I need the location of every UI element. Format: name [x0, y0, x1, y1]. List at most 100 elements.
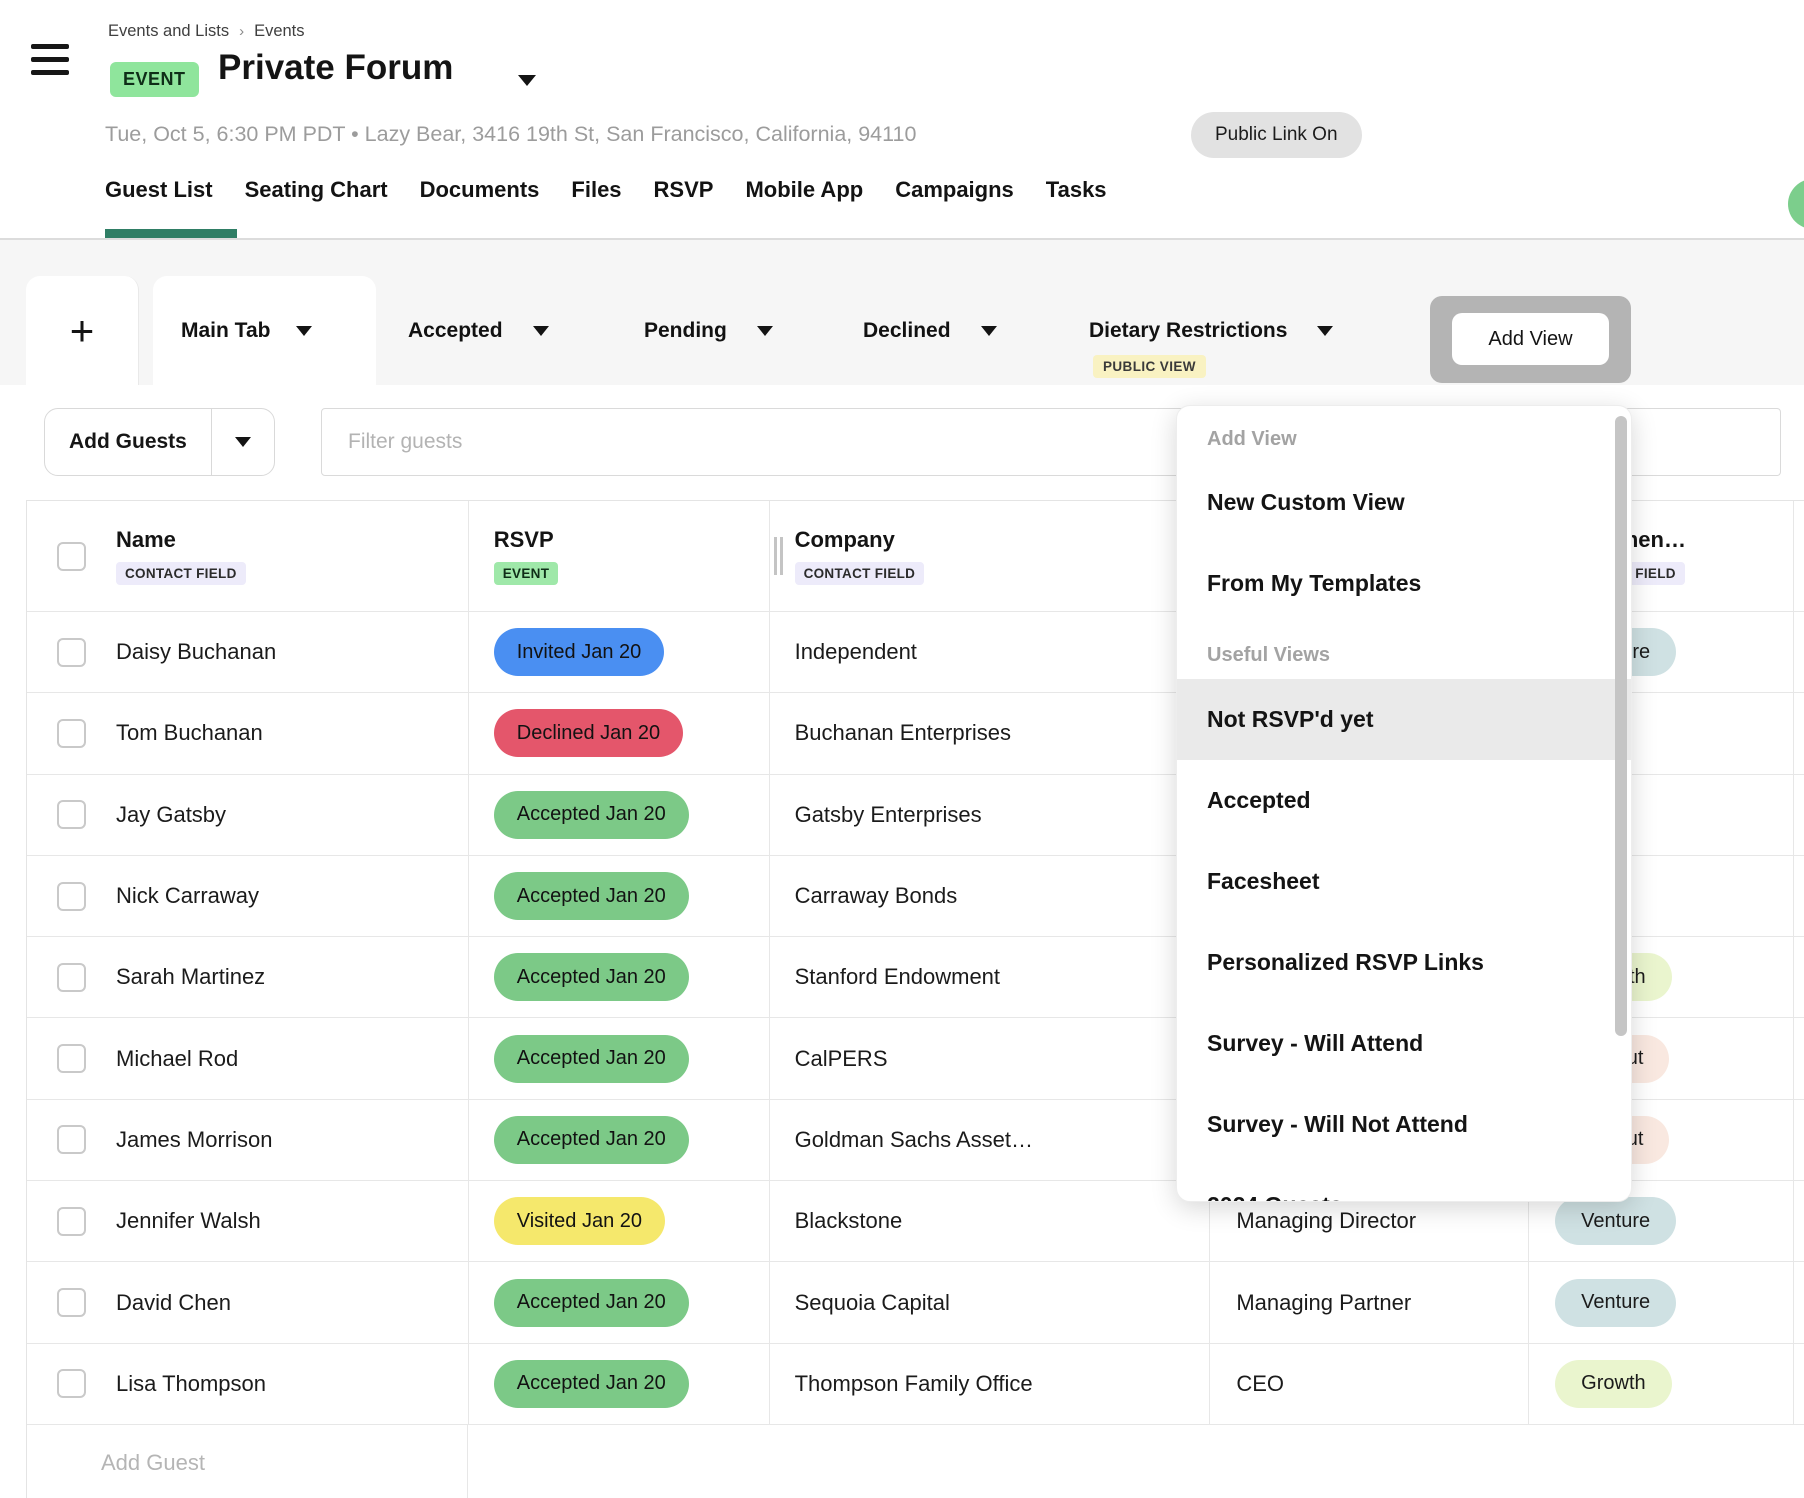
column-header-company[interactable]: Company: [794, 527, 895, 552]
guest-title: CEO: [1236, 1370, 1285, 1396]
page-title: Private Forum: [218, 48, 454, 87]
tab-guest-list[interactable]: Guest List: [105, 177, 213, 202]
add-view-tab-button[interactable]: +: [26, 276, 139, 385]
view-tab-accepted[interactable]: Accepted: [408, 276, 549, 385]
add-guests-split-button: Add Guests: [44, 408, 275, 476]
tab-mobile-app[interactable]: Mobile App: [745, 177, 864, 202]
chevron-down-icon[interactable]: [980, 325, 997, 336]
guest-company: Goldman Sachs Asset…: [794, 1126, 1034, 1152]
chevron-down-icon[interactable]: [532, 325, 549, 336]
guest-company: Gatsby Enterprises: [794, 801, 982, 827]
menu-item[interactable]: Survey - Will Not Attend: [1207, 1111, 1468, 1137]
table-row[interactable]: Sarah Martinez Accepted Jan 20 Stanford …: [27, 937, 1804, 1019]
guest-name: Nick Carraway: [116, 883, 260, 909]
event-type-badge: EVENT: [110, 62, 199, 97]
segment-badge: Venture: [1555, 1278, 1677, 1327]
view-tab-pending-label: Pending: [644, 318, 727, 342]
public-link-badge[interactable]: Public Link On: [1191, 112, 1362, 158]
menu-section-header: Useful Views: [1207, 644, 1331, 666]
guest-name: Jay Gatsby: [116, 801, 227, 827]
hamburger-menu-icon[interactable]: [31, 44, 69, 78]
guest-company: Carraway Bonds: [794, 883, 958, 909]
menu-item[interactable]: Personalized RSVP Links: [1207, 949, 1484, 975]
view-tab-declined[interactable]: Declined: [863, 276, 997, 385]
guest-name: Tom Buchanan: [116, 720, 263, 746]
event-datetime-location: Tue, Oct 5, 6:30 PM PDT • Lazy Bear, 341…: [105, 122, 917, 146]
tab-campaigns[interactable]: Campaigns: [895, 177, 1014, 202]
guest-title: Managing Director: [1236, 1208, 1417, 1234]
add-view-button-wrap: Add View: [1430, 296, 1631, 383]
row-checkbox[interactable]: [57, 881, 86, 911]
rsvp-status-badge: Visited Jan 20: [493, 1197, 666, 1246]
segment-badge: Venture: [1555, 1197, 1677, 1246]
menu-item[interactable]: Not RSVP'd yet: [1177, 679, 1631, 760]
view-tab-accepted-label: Accepted: [408, 318, 503, 342]
chevron-down-icon[interactable]: [296, 325, 313, 336]
view-tab-pending[interactable]: Pending: [644, 276, 773, 385]
row-checkbox[interactable]: [57, 1288, 86, 1318]
menu-section-header: Add View: [1207, 428, 1297, 450]
guest-name: Sarah Martinez: [116, 964, 266, 990]
menu-item[interactable]: Accepted: [1207, 787, 1311, 813]
add-guests-button[interactable]: Add Guests: [45, 409, 212, 475]
public-view-badge: PUBLIC VIEW: [1093, 355, 1206, 378]
guest-company: CalPERS: [794, 1045, 888, 1071]
row-checkbox[interactable]: [57, 800, 86, 830]
guest-name: David Chen: [116, 1289, 231, 1315]
field-type-badge: EVENT: [493, 562, 559, 585]
tab-rsvp[interactable]: RSVP: [653, 177, 714, 202]
guest-name: Lisa Thompson: [116, 1370, 267, 1396]
chevron-down-icon: [234, 437, 251, 447]
menu-item[interactable]: Facesheet: [1207, 868, 1320, 894]
add-guests-dropdown-button[interactable]: [212, 409, 274, 475]
column-header-rsvp[interactable]: RSVP: [493, 527, 554, 552]
view-tab-dietary-restrictions[interactable]: Dietary Restrictions: [1089, 276, 1334, 385]
tab-tasks[interactable]: Tasks: [1045, 177, 1107, 202]
menu-scrollbar[interactable]: [1615, 416, 1627, 1036]
table-row[interactable]: Lisa Thompson Accepted Jan 20 Thompson F…: [27, 1343, 1804, 1425]
rsvp-status-badge: Declined Jan 20: [493, 709, 684, 758]
main-nav-tabs: Guest List Seating Chart Documents Files…: [105, 177, 1107, 203]
row-checkbox[interactable]: [57, 1369, 86, 1399]
view-tab-main-label: Main Tab: [181, 318, 271, 342]
chevron-down-icon[interactable]: [1317, 325, 1334, 336]
title-caret-icon[interactable]: [518, 75, 536, 86]
rsvp-status-badge: Accepted Jan 20: [493, 790, 689, 839]
chevron-down-icon[interactable]: [756, 325, 773, 336]
view-tab-main[interactable]: Main Tab: [153, 276, 376, 385]
guest-company: Independent: [794, 639, 917, 665]
tab-files[interactable]: Files: [571, 177, 622, 202]
menu-item[interactable]: New Custom View: [1207, 489, 1405, 515]
row-checkbox[interactable]: [57, 1044, 86, 1074]
row-checkbox[interactable]: [57, 718, 86, 748]
menu-item[interactable]: From My Templates: [1207, 570, 1422, 596]
row-checkbox[interactable]: [57, 637, 86, 667]
breadcrumb-events[interactable]: Events: [254, 22, 305, 40]
help-fab-button[interactable]: [1788, 179, 1804, 229]
select-all-checkbox[interactable]: [57, 541, 86, 571]
add-guest-row[interactable]: Add Guest: [27, 1424, 1804, 1498]
menu-item[interactable]: 2024 Guests: [1177, 1165, 1631, 1201]
add-guest-placeholder[interactable]: Add Guest: [101, 1450, 205, 1476]
row-checkbox[interactable]: [57, 1206, 86, 1236]
column-header-name[interactable]: Name: [116, 527, 176, 552]
column-drag-handle-icon[interactable]: [773, 537, 783, 575]
table-row[interactable]: David Chen Accepted Jan 20 Sequoia Capit…: [27, 1262, 1804, 1344]
guest-name: Jennifer Walsh: [116, 1208, 261, 1234]
tab-documents[interactable]: Documents: [419, 177, 540, 202]
rsvp-status-badge: Accepted Jan 20: [493, 1034, 689, 1083]
active-tab-underline: [105, 229, 237, 238]
rsvp-status-badge: Accepted Jan 20: [493, 1359, 689, 1408]
rsvp-status-badge: Accepted Jan 20: [493, 1115, 689, 1164]
guest-name: Michael Rod: [116, 1045, 239, 1071]
field-type-badge: CONTACT FIELD: [116, 562, 246, 585]
tab-seating-chart[interactable]: Seating Chart: [244, 177, 388, 202]
breadcrumb-events-and-lists[interactable]: Events and Lists: [108, 22, 230, 40]
add-view-button[interactable]: Add View: [1452, 313, 1609, 365]
rsvp-status-badge: Invited Jan 20: [493, 628, 665, 677]
row-checkbox[interactable]: [57, 962, 86, 992]
menu-item[interactable]: Survey - Will Attend: [1207, 1030, 1424, 1056]
rsvp-status-badge: Accepted Jan 20: [493, 953, 689, 1002]
row-checkbox[interactable]: [57, 1125, 86, 1155]
